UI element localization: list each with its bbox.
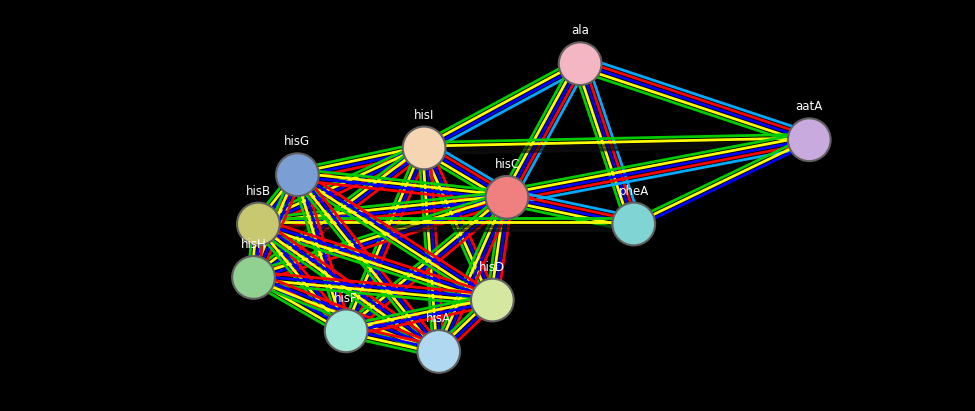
Text: aatA: aatA xyxy=(796,100,823,113)
Text: ala: ala xyxy=(571,24,589,37)
Circle shape xyxy=(417,330,460,373)
Text: hisD: hisD xyxy=(480,261,505,274)
Circle shape xyxy=(471,279,514,321)
Circle shape xyxy=(788,118,831,161)
Text: hisG: hisG xyxy=(285,135,310,148)
Circle shape xyxy=(237,203,280,245)
Circle shape xyxy=(486,176,528,219)
Circle shape xyxy=(403,127,446,169)
Circle shape xyxy=(232,256,275,299)
Text: hisC: hisC xyxy=(494,158,520,171)
Text: hisB: hisB xyxy=(246,185,271,198)
Text: hisF: hisF xyxy=(334,291,358,305)
Text: hisA: hisA xyxy=(426,312,451,325)
Text: pheA: pheA xyxy=(618,185,649,198)
Text: hisI: hisI xyxy=(414,109,434,122)
Circle shape xyxy=(612,203,655,245)
Circle shape xyxy=(559,42,602,85)
Text: hisH: hisH xyxy=(241,238,266,251)
Circle shape xyxy=(276,153,319,196)
Circle shape xyxy=(325,309,368,352)
